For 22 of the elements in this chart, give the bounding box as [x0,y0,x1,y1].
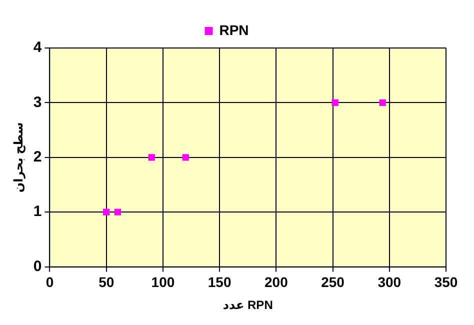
x-tick-label: 250 [321,274,345,290]
x-tick-label: 350 [434,274,458,290]
y-tick-label: 4 [33,39,42,56]
point [148,154,155,161]
x-axis-title: عدد RPN [222,298,273,312]
x-tick-label: 200 [264,274,288,290]
y-tick-label: 2 [33,148,42,166]
point [379,99,386,106]
x-tick-label: 150 [208,274,232,290]
legend-label: RPN [219,22,249,38]
point [103,208,110,216]
point [332,99,338,106]
x-tick-label: 100 [151,274,175,290]
point [182,154,189,161]
x-tick-label: 300 [378,274,402,290]
y-tick-label: 3 [33,94,42,111]
x-tick-label: 0 [46,274,54,290]
x-tick-label: 50 [98,274,114,290]
y-tick-label: 0 [33,258,42,275]
point [114,208,121,216]
y-axis-title: سطح بحران [12,122,26,193]
y-tick-label: 1 [33,203,42,220]
